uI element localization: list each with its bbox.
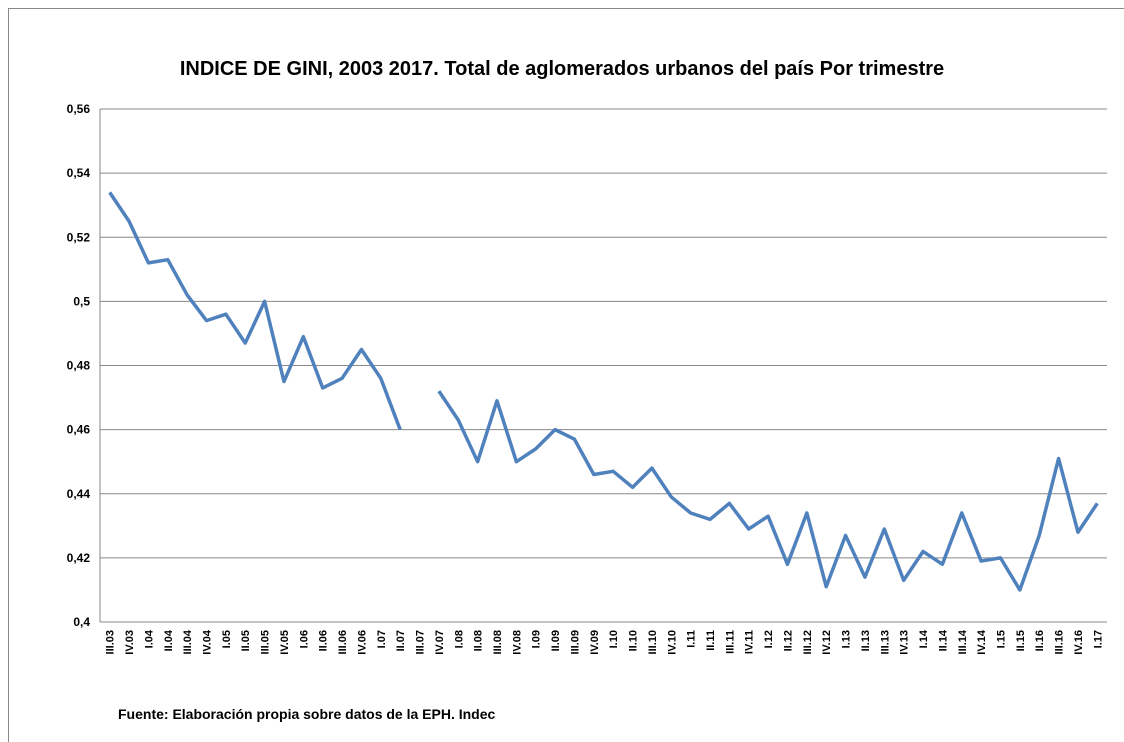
x-tick-label: I.06	[298, 630, 310, 648]
y-tick-label: 0,56	[67, 102, 91, 116]
x-tick-label: IV.07	[434, 630, 446, 655]
x-tick-label: I.10	[608, 630, 620, 648]
y-tick-label: 0,48	[67, 359, 91, 373]
x-tick-label: II.06	[318, 630, 330, 651]
x-tick-label: III.10	[647, 630, 659, 654]
x-tick-label: IV.09	[589, 630, 601, 655]
x-tick-label: III.12	[802, 630, 814, 654]
x-tick-label: IV.13	[899, 630, 911, 655]
y-tick-label: 0,5	[73, 294, 90, 308]
x-tick-label: II.08	[473, 630, 485, 651]
x-tick-label: II.04	[163, 629, 175, 651]
x-tick-label: II.10	[628, 630, 640, 651]
x-tick-label: I.11	[686, 630, 698, 648]
x-tick-label: III.13	[879, 630, 891, 654]
y-tick-label: 0,52	[67, 230, 91, 244]
x-tick-label: I.17	[1092, 630, 1104, 648]
x-tick-label: II.13	[860, 630, 872, 651]
chart-title: INDICE DE GINI, 2003 2017. Total de aglo…	[180, 58, 944, 80]
y-tick-label: 0,4	[73, 615, 90, 629]
x-tick-label: III.08	[492, 630, 504, 654]
x-tick-label: III.04	[182, 629, 194, 654]
x-tick-label: II.12	[782, 630, 794, 651]
x-tick-label: II.09	[550, 630, 562, 651]
y-tick-label: 0,44	[67, 487, 91, 501]
x-tick-label: II.05	[240, 630, 252, 651]
x-tick-label: I.13	[841, 630, 853, 648]
x-tick-label: IV.04	[202, 629, 214, 655]
x-tick-label: IV.14	[976, 629, 988, 655]
x-tick-label: III.11	[724, 630, 736, 654]
x-tick-label: III.05	[260, 630, 272, 654]
x-tick-label: II.14	[937, 629, 949, 651]
x-tick-label: I.15	[995, 630, 1007, 648]
y-tick-label: 0,42	[67, 551, 91, 565]
x-tick-label: III.14	[957, 629, 969, 654]
chart-frame	[8, 8, 1124, 742]
x-tick-label: IV.03	[124, 630, 136, 655]
x-tick-label: I.04	[143, 629, 155, 648]
x-tick-label: II.16	[1034, 630, 1046, 651]
x-tick-label: IV.08	[511, 630, 523, 655]
x-tick-label: III.03	[105, 630, 117, 654]
x-tick-label: IV.12	[821, 630, 833, 655]
x-tick-label: II.11	[705, 630, 717, 651]
y-tick-label: 0,46	[67, 423, 91, 437]
x-tick-label: I.07	[376, 630, 388, 648]
x-tick-label: II.15	[1015, 630, 1027, 651]
x-tick-label: III.07	[415, 630, 427, 654]
x-tick-label: I.08	[453, 630, 465, 648]
x-tick-label: II.07	[395, 630, 407, 651]
x-tick-label: III.16	[1054, 630, 1066, 654]
x-tick-label: I.12	[763, 630, 775, 648]
y-tick-label: 0,54	[67, 166, 91, 180]
x-tick-label: IV.05	[279, 630, 291, 655]
x-tick-label: IV.11	[744, 630, 756, 654]
x-tick-label: IV.06	[356, 630, 368, 655]
x-tick-label: III.06	[337, 630, 349, 654]
x-tick-label: IV.16	[1073, 630, 1085, 655]
x-tick-label: III.09	[569, 630, 581, 654]
data-line	[108, 191, 1099, 592]
x-tick-label: I.14	[918, 629, 930, 648]
x-tick-label: IV.10	[666, 630, 678, 655]
x-tick-label: I.05	[221, 630, 233, 648]
x-tick-label: I.09	[531, 630, 543, 648]
source-note: Fuente: Elaboración propia sobre datos d…	[118, 706, 496, 722]
